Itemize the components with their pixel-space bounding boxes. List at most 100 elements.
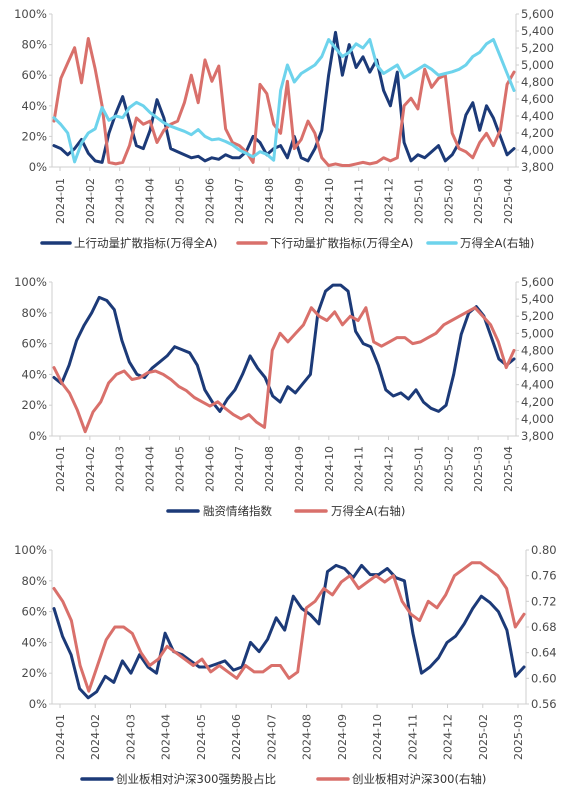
y-right-tick-label: 4,800 bbox=[521, 343, 554, 357]
y-right-tick-label: 5,400 bbox=[521, 24, 554, 38]
y-right-tick-label: 0.76 bbox=[531, 569, 557, 583]
plot-lines-2 bbox=[52, 283, 516, 434]
x-tick-label: 2024-04 bbox=[144, 446, 157, 492]
x-axis-1: 2024-01 2024-02 2024-03 2024-04 2024-05 2024-… bbox=[52, 166, 516, 224]
x-tick-label: 2025-01 bbox=[412, 178, 425, 224]
legend-1: 上行动量扩散指标(万得全A) 下行动量扩散指标(万得全A) 万得全A(右轴) bbox=[40, 236, 534, 250]
y-left-tick-label: 100% bbox=[14, 275, 47, 289]
y-right-tick-label: 5,600 bbox=[521, 275, 554, 289]
x-tick-label: 2024-03 bbox=[114, 178, 127, 224]
x-tick-label: 2024-04 bbox=[144, 178, 157, 224]
y-right-tick-label: 0.56 bbox=[531, 697, 557, 711]
y-right-tick-label: 4,200 bbox=[521, 126, 554, 140]
y-left-tick-label: 80% bbox=[21, 38, 47, 52]
y-left-tick-label: 80% bbox=[21, 306, 47, 320]
y-right-tick-label: 4,600 bbox=[521, 361, 554, 375]
y-left-tick-label: 0% bbox=[29, 429, 47, 443]
series-line-1 bbox=[52, 30, 516, 164]
y-left-tick-label: 60% bbox=[21, 337, 47, 351]
y-left-tick-label: 40% bbox=[21, 367, 47, 381]
y-right-tick-label: 3,800 bbox=[521, 429, 554, 443]
x-tick-label: 2024-12 bbox=[442, 714, 455, 760]
x-tick-label: 2024-08 bbox=[263, 178, 276, 224]
chart-panel-1: 2024-01 2024-02 2024-03 2024-04 2024-05 2024-… bbox=[14, 7, 554, 250]
y-right-tick-label: 3,800 bbox=[521, 160, 554, 174]
x-tick-label: 2024-11 bbox=[406, 714, 419, 760]
x-tick-label: 2024-02 bbox=[84, 178, 97, 224]
series-line-2 bbox=[52, 37, 516, 167]
x-tick-label: 2024-01 bbox=[54, 446, 67, 492]
x-tick-label: 2024-10 bbox=[323, 446, 336, 492]
x-tick-label: 2025-01 bbox=[412, 446, 425, 492]
x-tick-label: 2024-09 bbox=[336, 714, 349, 760]
x-tick-label: 2024-08 bbox=[263, 446, 276, 492]
y-axis-left-2: 0% 20% 40% 60% 80% 100% bbox=[14, 275, 53, 443]
x-tick-label: 2024-10 bbox=[371, 714, 384, 760]
x-tick-label: 2024-07 bbox=[265, 714, 278, 760]
x-tick-label: 2024-06 bbox=[203, 178, 216, 224]
legend-2: 融资情绪指数 万得全A(右轴) bbox=[166, 504, 405, 518]
x-tick-label: 2025-03 bbox=[472, 446, 485, 492]
x-tick-label: 2024-07 bbox=[233, 178, 246, 224]
x-tick-label: 2024-01 bbox=[54, 714, 67, 760]
y-right-tick-label: 5,000 bbox=[521, 326, 554, 340]
x-tick-label: 2024-06 bbox=[230, 714, 243, 760]
x-tick-label: 2024-12 bbox=[383, 446, 396, 492]
x-tick-label: 2024-09 bbox=[293, 178, 306, 224]
x-tick-label: 2025-02 bbox=[442, 178, 455, 224]
x-tick-label: 2024-01 bbox=[54, 178, 67, 224]
legend-label: 创业板相对沪深300强势股占比 bbox=[116, 772, 276, 786]
series-line-2 bbox=[52, 306, 516, 434]
x-tick-label: 2024-03 bbox=[124, 714, 137, 760]
y-left-tick-label: 100% bbox=[14, 543, 47, 557]
y-left-tick-label: 20% bbox=[21, 666, 47, 680]
x-tick-label: 2024-10 bbox=[323, 178, 336, 224]
x-tick-label: 2024-05 bbox=[173, 446, 186, 492]
legend-label: 融资情绪指数 bbox=[203, 504, 272, 518]
x-tick-label: 2025-03 bbox=[512, 714, 525, 760]
y-axis-left-3: 0% 20% 40% 60% 80% 100% bbox=[14, 543, 53, 711]
y-left-tick-label: 100% bbox=[14, 7, 47, 21]
x-tick-label: 2024-09 bbox=[293, 446, 306, 492]
chart-panel-3: 2024-01 2024-02 2024-03 2024-04 2024-05 2024-… bbox=[14, 543, 557, 786]
y-axis-right-2: 3,800 4,000 4,200 4,400 4,600 4,800 5,000 5,200… bbox=[515, 275, 554, 443]
y-left-tick-label: 60% bbox=[21, 68, 47, 82]
x-tick-label: 2024-06 bbox=[203, 446, 216, 492]
y-left-tick-label: 40% bbox=[21, 99, 47, 113]
series-line-1 bbox=[52, 563, 526, 700]
x-tick-label: 2024-02 bbox=[89, 714, 102, 760]
y-left-tick-label: 40% bbox=[21, 635, 47, 649]
y-right-tick-label: 4,000 bbox=[521, 143, 554, 157]
y-right-tick-label: 4,600 bbox=[521, 92, 554, 106]
y-right-tick-label: 0.72 bbox=[531, 594, 557, 608]
legend-3: 创业板相对沪深300强势股占比 创业板相对沪深300(右轴) bbox=[80, 772, 486, 786]
x-tick-label: 2024-02 bbox=[84, 446, 97, 492]
y-right-tick-label: 5,200 bbox=[521, 41, 554, 55]
y-right-tick-label: 4,400 bbox=[521, 109, 554, 123]
x-tick-label: 2024-04 bbox=[160, 714, 173, 760]
legend-label: 万得全A(右轴) bbox=[460, 236, 534, 250]
y-right-tick-label: 4,200 bbox=[521, 395, 554, 409]
chart-panel-2: 2024-01 2024-02 2024-03 2024-04 2024-05 2024-… bbox=[14, 275, 554, 518]
y-axis-left-1: 0% 20% 40% 60% 80% 100% bbox=[14, 7, 53, 174]
x-tick-label: 2024-08 bbox=[301, 714, 314, 760]
y-right-tick-label: 5,400 bbox=[521, 292, 554, 306]
x-tick-label: 2024-07 bbox=[233, 446, 246, 492]
legend-label: 创业板相对沪深300(右轴) bbox=[352, 772, 486, 786]
y-axis-right-3: 0.56 0.60 0.64 0.68 0.72 0.76 0.80 bbox=[525, 543, 557, 711]
x-tick-label: 2025-04 bbox=[502, 446, 515, 492]
x-tick-label: 2024-05 bbox=[173, 178, 186, 224]
x-tick-label: 2024-12 bbox=[383, 178, 396, 224]
y-right-tick-label: 0.64 bbox=[531, 646, 557, 660]
plot-lines-1 bbox=[52, 30, 516, 167]
y-axis-right-1: 3,800 4,000 4,200 4,400 4,600 4,800 5,000 5,200… bbox=[515, 7, 554, 174]
x-tick-label: 2025-02 bbox=[477, 714, 490, 760]
y-right-tick-label: 5,200 bbox=[521, 309, 554, 323]
y-left-tick-label: 0% bbox=[29, 697, 47, 711]
y-left-tick-label: 20% bbox=[21, 129, 47, 143]
x-axis-3: 2024-01 2024-02 2024-03 2024-04 2024-05 2024-… bbox=[52, 703, 526, 760]
y-right-tick-label: 0.68 bbox=[531, 620, 557, 634]
y-left-tick-label: 0% bbox=[29, 160, 47, 174]
y-left-tick-label: 80% bbox=[21, 574, 47, 588]
